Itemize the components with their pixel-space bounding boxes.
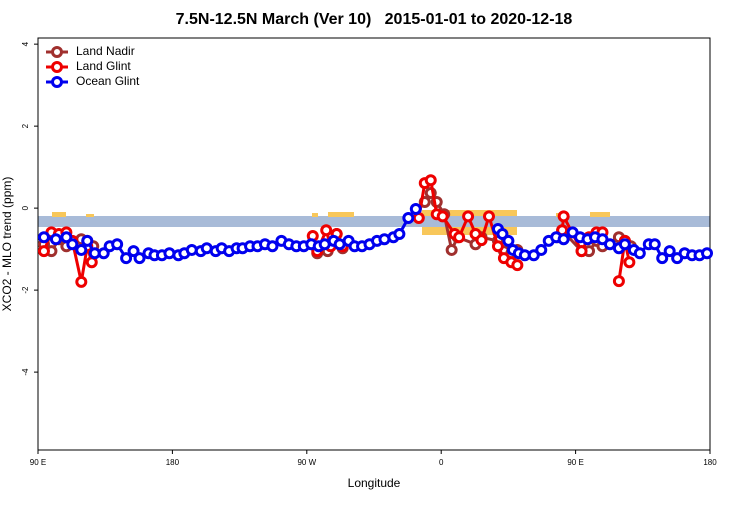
point	[393, 227, 406, 240]
point	[648, 238, 661, 251]
point	[436, 210, 449, 223]
point	[462, 210, 475, 223]
point	[535, 243, 548, 256]
point	[120, 252, 133, 265]
legend-marker	[51, 76, 63, 88]
point	[127, 245, 140, 258]
legend-label: Land Nadir	[76, 44, 135, 58]
y-axis-label: XCO2 - MLO trend (ppm)	[0, 177, 14, 312]
point	[701, 247, 714, 260]
point	[482, 210, 495, 223]
point	[409, 202, 422, 215]
x-tick-label: 0	[439, 458, 444, 467]
point	[557, 210, 570, 223]
point	[557, 233, 570, 246]
x-tick-label: 180	[166, 458, 180, 467]
point	[445, 243, 458, 256]
legend-marker	[51, 61, 63, 73]
x-tick-label: 90 E	[567, 458, 583, 467]
y-tick-label: -4	[21, 368, 30, 376]
point	[603, 238, 616, 251]
point	[453, 231, 466, 244]
x-tick-label: 180	[703, 458, 717, 467]
point	[496, 227, 509, 240]
legend-label: Land Glint	[76, 59, 131, 73]
point	[320, 224, 333, 237]
point	[402, 211, 415, 224]
point	[37, 231, 50, 244]
x-tick-label: 90 E	[30, 458, 46, 467]
y-tick-label: -2	[21, 286, 30, 294]
point	[75, 275, 88, 288]
point	[633, 247, 646, 260]
legend-label: Ocean Glint	[76, 74, 140, 88]
y-tick-label: 0	[21, 205, 30, 210]
point	[612, 275, 625, 288]
legend-marker	[51, 46, 63, 58]
point	[60, 231, 73, 244]
point	[618, 238, 631, 251]
point	[623, 256, 636, 269]
point	[111, 238, 124, 251]
point	[66, 238, 79, 251]
point	[424, 174, 437, 187]
point	[97, 247, 110, 260]
point	[527, 249, 540, 262]
point	[502, 234, 515, 247]
point	[75, 243, 88, 256]
point	[37, 245, 50, 258]
point	[266, 240, 279, 253]
point	[133, 252, 146, 265]
y-tick-label: 4	[21, 41, 30, 46]
reference-band	[38, 216, 710, 227]
point	[81, 234, 94, 247]
point	[663, 245, 676, 258]
point	[49, 233, 62, 246]
point	[575, 245, 588, 258]
x-axis-label: Longitude	[348, 476, 401, 490]
y-tick-label: 2	[21, 123, 30, 128]
point	[491, 240, 504, 253]
chart-title: 7.5N-12.5N March (Ver 10) 2015-01-01 to …	[176, 11, 573, 28]
point	[656, 252, 669, 265]
point	[511, 259, 524, 272]
point	[475, 234, 488, 247]
x-tick-label: 90 W	[297, 458, 316, 467]
